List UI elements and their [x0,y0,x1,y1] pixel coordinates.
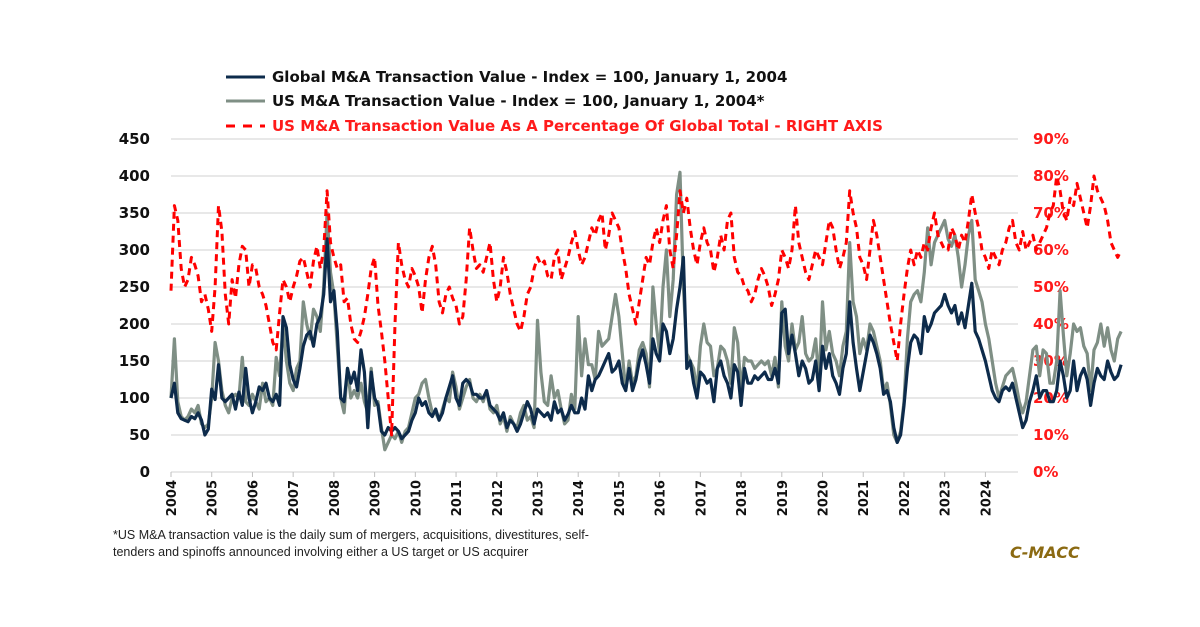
x-axis-tick-label: 2005 [206,480,221,516]
legend-label-us: US M&A Transaction Value - Index = 100, … [272,92,765,110]
x-axis-tick-label: 2013 [531,480,546,516]
legend: Global M&A Transaction Value - Index = 1… [226,68,883,135]
us-ma-line [169,170,1123,452]
x-axis-tick-label: 2012 [491,480,506,516]
x-axis-tick-label: 2011 [450,480,465,516]
x-axis-tick-label: 2023 [939,480,954,516]
x-axis-tick-label: 2006 [246,480,261,516]
legend-label-us-share: US M&A Transaction Value As A Percentage… [272,117,883,135]
footnote: *US M&A transaction value is the daily s… [113,527,733,561]
x-axis-tick-label: 2009 [369,480,384,516]
series-lines [169,170,1123,452]
footnote-line-2: tenders and spinoffs announced involving… [113,545,529,559]
x-axis-tick-label: 2004 [165,480,180,516]
right-axis-tick-label: 80% [1033,167,1069,185]
right-axis-tick-label: 60% [1033,241,1069,259]
footnote-line-1: *US M&A transaction value is the daily s… [113,528,589,542]
x-axis-tick-label: 2021 [857,480,872,516]
right-axis-ticks: 0%10%20%30%40%50%60%70%80%90% [1033,130,1069,481]
left-axis-tick-label: 100 [119,389,150,407]
brand-logo-text: C-MACC [1010,543,1080,562]
right-axis-tick-label: 0% [1033,463,1058,481]
right-axis-tick-label: 10% [1033,426,1069,444]
legend-item-global: Global M&A Transaction Value - Index = 1… [226,68,787,86]
x-axis-tick-label: 2008 [328,480,343,516]
x-axis-tick-label: 2016 [654,480,669,516]
right-axis-tick-label: 50% [1033,278,1069,296]
x-axis-tick-label: 2019 [776,480,791,516]
gridlines [171,138,1018,436]
x-axis-tick-label: 2014 [572,480,587,516]
x-axis-tick-label: 2024 [979,480,994,516]
left-axis-tick-label: 450 [119,130,150,148]
left-axis-tick-label: 150 [119,352,150,370]
x-axis-tick-label: 2018 [735,480,750,516]
legend-label-global: Global M&A Transaction Value - Index = 1… [272,68,787,86]
left-axis-tick-label: 300 [119,241,150,259]
right-axis-tick-label: 90% [1033,130,1069,148]
left-axis-tick-label: 250 [119,278,150,296]
left-axis-tick-label: 50 [129,426,150,444]
x-axis-tick-label: 2022 [898,480,913,516]
left-axis-tick-label: 200 [119,315,150,333]
x-axis: 2004 2005 2006 2007 2008 2009 2010 2011 2012 2013… [165,471,1018,516]
left-axis-tick-label: 350 [119,204,150,222]
x-axis-tick-label: 2010 [409,480,424,516]
legend-item-us-share: US M&A Transaction Value As A Percentage… [226,117,883,135]
left-axis-tick-label: 400 [119,167,150,185]
global-ma-line [169,237,1123,444]
x-axis-tick-label: 2020 [817,480,832,516]
x-axis-tick-label: 2015 [613,480,628,516]
x-axis-tick-label: 2007 [287,480,302,516]
legend-item-us: US M&A Transaction Value - Index = 100, … [226,92,765,110]
right-axis-tick-label: 70% [1033,204,1069,222]
left-axis-ticks: 0 50 100 150 200 250 300 350 400 450 [119,130,150,481]
us-share-of-global-line [169,174,1123,437]
left-axis-tick-label: 0 [140,463,150,481]
x-axis-tick-label: 2017 [694,480,709,516]
